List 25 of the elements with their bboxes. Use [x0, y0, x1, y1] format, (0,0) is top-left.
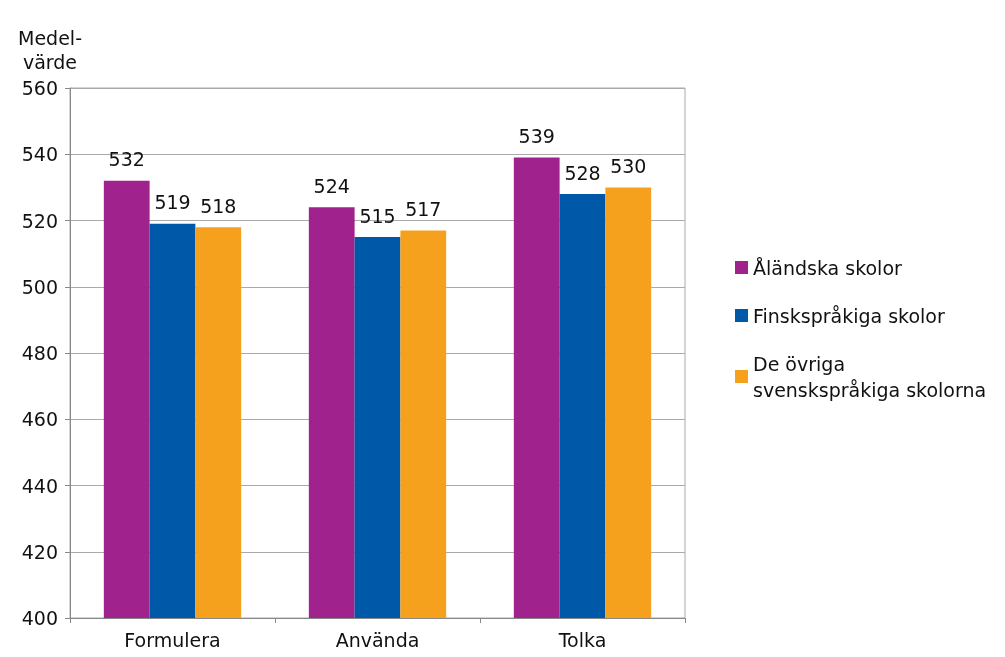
y-tick-label: 460 — [21, 408, 58, 431]
y-tick-label: 480 — [21, 342, 58, 364]
y-tick-label: 500 — [21, 275, 58, 298]
y-tick-label: 520 — [21, 209, 58, 232]
legend-label: Åländska skolor — [753, 256, 903, 279]
y-axis-title: Medel- värde — [18, 27, 82, 73]
x-tick-label: Formulera — [124, 628, 221, 651]
data-label: 519 — [154, 191, 191, 214]
data-label: 539 — [518, 125, 555, 148]
data-label: 528 — [564, 161, 601, 184]
y-tick-label: 400 — [21, 607, 58, 629]
y-tick-label: 560 — [21, 77, 58, 99]
data-label: 524 — [313, 174, 350, 197]
data-label: 517 — [405, 197, 442, 220]
data-label: 518 — [200, 194, 237, 217]
x-tick-label: Tolka — [557, 628, 607, 651]
y-tick-label: 440 — [21, 474, 58, 497]
data-label: 532 — [108, 148, 145, 171]
y-tick-label: 420 — [21, 540, 58, 563]
x-tick-label: Använda — [335, 628, 420, 651]
legend-label: De övriga svenskspråkiga skolorna — [753, 352, 987, 401]
legend-label: Finskspråkiga skolor — [753, 304, 945, 327]
data-label: 515 — [359, 204, 396, 227]
data-label: 530 — [610, 154, 647, 177]
y-tick-label: 540 — [21, 143, 58, 166]
